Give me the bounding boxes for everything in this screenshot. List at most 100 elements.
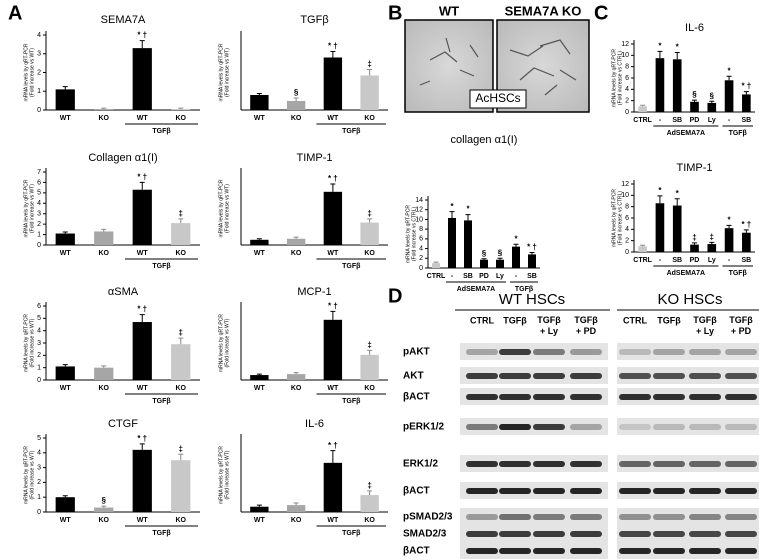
blot-band	[653, 531, 685, 537]
blot-band	[466, 373, 498, 379]
x-tick-label: SB	[463, 273, 473, 280]
group-label: TGFβ	[342, 128, 361, 135]
bar	[323, 57, 343, 110]
error-bar	[743, 229, 749, 233]
error-bar	[465, 214, 471, 221]
bar	[432, 263, 440, 268]
error-bar	[497, 257, 503, 260]
error-bar	[178, 107, 184, 110]
error-bar	[709, 100, 715, 103]
bar-chart: Collagen α1(I) mRNA levels by qRT-PCR (Fol…	[23, 152, 200, 270]
blot-band	[499, 424, 531, 430]
blot-band	[533, 531, 565, 537]
significance-marker: ‡	[367, 209, 371, 218]
blot-band	[466, 424, 498, 430]
bar	[55, 233, 75, 245]
bar	[286, 505, 306, 512]
y-tick-label: 5	[37, 315, 41, 322]
blot-band	[570, 394, 602, 400]
error-bar	[139, 40, 145, 49]
error-bar	[256, 93, 262, 95]
chart-title: CTGF	[108, 418, 138, 430]
group-label: TGFβ	[729, 270, 748, 277]
blot-strip	[617, 367, 759, 384]
x-tick-label: KO	[99, 385, 110, 392]
error-bar	[640, 104, 646, 107]
y-tick-label: 6	[419, 236, 423, 243]
blot-band	[533, 514, 565, 520]
bar	[690, 244, 699, 252]
significance-marker: * †	[137, 31, 147, 40]
bar	[672, 205, 682, 252]
blot-row-label: AKT	[403, 371, 424, 382]
y-tick-label: 1	[37, 88, 41, 95]
blot-band	[466, 349, 498, 355]
x-tick-label: PD	[690, 117, 700, 124]
y-tick-label: 1	[37, 365, 41, 372]
y-tick-label: 4	[625, 86, 629, 93]
y-axis-label: (Fold increase vs CTRL)	[617, 51, 623, 106]
blot-strip	[617, 542, 759, 559]
bar	[171, 460, 191, 512]
significance-marker: ‡	[179, 209, 183, 218]
bar	[55, 497, 75, 512]
x-tick-label: PD	[690, 257, 700, 264]
blot-band	[570, 514, 602, 520]
error-bar	[139, 181, 145, 190]
error-bar	[62, 364, 68, 367]
y-axis-label: mRNA levels by qRT-PCR	[218, 446, 224, 504]
x-tick-label: CTRL	[633, 257, 652, 264]
blot-band	[499, 394, 531, 400]
chart-title: TGFβ	[300, 14, 328, 26]
blot-column-label: CTRL	[470, 315, 494, 325]
y-tick-label: 4	[37, 450, 41, 457]
x-tick-label: WT	[327, 250, 339, 257]
x-tick-label: KO	[176, 115, 187, 122]
blot-band	[499, 531, 531, 537]
chart-title: Collagen α1(I)	[88, 152, 157, 164]
chart-title: TIMP-1	[296, 152, 332, 164]
x-tick-label: WT	[254, 115, 266, 122]
y-tick-label: 0	[625, 249, 629, 256]
blot-band	[570, 548, 602, 554]
x-tick-label: -	[451, 273, 454, 280]
blot-band	[689, 424, 721, 430]
chart-title: αSMA	[108, 286, 139, 298]
y-tick-label: 2	[37, 479, 41, 486]
error-bar	[330, 183, 336, 192]
significance-marker: * †	[741, 82, 751, 91]
error-bar	[367, 349, 373, 355]
significance-marker: * †	[328, 42, 338, 51]
bar	[672, 59, 682, 112]
blot-band	[689, 394, 721, 400]
blot-band	[725, 373, 757, 379]
blot-band	[725, 461, 757, 467]
bar	[286, 374, 306, 380]
error-bar	[367, 490, 373, 496]
bar-chart: MCP-1 mRNA levels by qRT-PCR (Fold increas…	[218, 286, 388, 405]
significance-marker: *	[658, 186, 662, 195]
significance-marker: §	[482, 249, 487, 258]
blot-band	[533, 394, 565, 400]
x-tick-label: KO	[364, 385, 375, 392]
error-bar	[513, 243, 519, 247]
blot-band	[570, 424, 602, 430]
blot-row-label: βACT	[403, 546, 430, 557]
x-tick-label: WT	[60, 385, 72, 392]
y-axis-label: mRNA levels by qRT-PCR	[23, 314, 29, 372]
significance-marker: * †	[328, 174, 338, 183]
bar	[690, 101, 699, 112]
blot-column-label: TGFβ	[503, 315, 527, 325]
y-tick-label: 10	[621, 192, 629, 199]
x-tick-label: WT	[327, 517, 339, 524]
y-tick-label: 3	[37, 51, 41, 58]
blot-band	[499, 349, 531, 355]
panel-letter: B	[388, 2, 402, 24]
group-label: TGFβ	[152, 398, 171, 405]
blot-row-label: SMAD2/3	[403, 529, 447, 540]
blot-band	[499, 514, 531, 520]
significance-marker: §	[692, 90, 697, 99]
x-tick-label: KO	[291, 517, 302, 524]
y-tick-label: 2	[37, 352, 41, 359]
